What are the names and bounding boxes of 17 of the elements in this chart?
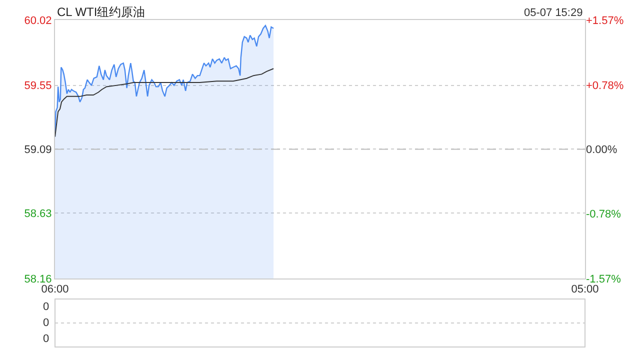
- text: 05-07 15:29: [524, 7, 583, 19]
- y2-tick-label: 0.00%: [586, 144, 618, 156]
- y-tick-label: 59.55: [24, 80, 52, 92]
- x-tick-label: 06:00: [41, 284, 69, 296]
- y2-tick-label: -0.78%: [586, 208, 622, 220]
- y-tick-label: 58.16: [24, 273, 52, 286]
- chart-title: CL WTI纽约原油: [57, 5, 146, 19]
- text: 0: [43, 317, 50, 329]
- text: 0: [43, 301, 50, 313]
- y2-tick-label: -1.57%: [586, 273, 622, 286]
- y-tick-label: 58.63: [24, 208, 52, 220]
- y2-tick-label: +1.57%: [586, 14, 624, 27]
- x-tick-label: 05:00: [571, 284, 599, 296]
- y-tick-label: 59.09: [24, 144, 52, 156]
- y2-tick-label: +0.78%: [586, 80, 624, 92]
- text: 0: [43, 333, 50, 345]
- y-tick-label: 60.02: [24, 14, 52, 27]
